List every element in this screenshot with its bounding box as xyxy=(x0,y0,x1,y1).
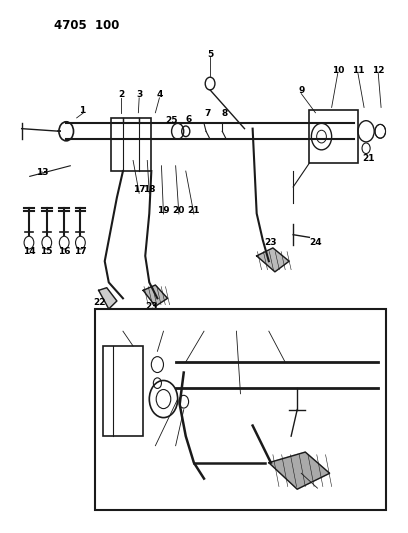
Text: 25: 25 xyxy=(165,116,178,125)
Polygon shape xyxy=(269,452,330,489)
Text: 4: 4 xyxy=(156,90,163,99)
Text: 1: 1 xyxy=(79,106,86,115)
Text: 7: 7 xyxy=(233,320,240,330)
Text: 15: 15 xyxy=(40,247,53,256)
Polygon shape xyxy=(257,248,289,272)
Text: 6: 6 xyxy=(201,320,207,330)
Text: 8: 8 xyxy=(222,109,228,118)
Text: 5: 5 xyxy=(207,50,213,59)
Text: 21: 21 xyxy=(188,206,200,215)
Polygon shape xyxy=(99,288,117,309)
Text: 2: 2 xyxy=(118,90,124,99)
Bar xyxy=(95,309,386,511)
Text: 12: 12 xyxy=(372,66,384,75)
Text: 21: 21 xyxy=(169,447,182,457)
Bar xyxy=(111,118,151,171)
Text: 23: 23 xyxy=(311,489,324,499)
Text: 19: 19 xyxy=(157,206,170,215)
Text: 23: 23 xyxy=(265,238,277,247)
Text: 17: 17 xyxy=(74,247,87,256)
Text: 20: 20 xyxy=(173,206,185,215)
Polygon shape xyxy=(143,285,168,306)
Text: 3: 3 xyxy=(120,341,126,351)
Text: 23: 23 xyxy=(145,302,157,311)
Text: 3: 3 xyxy=(136,90,142,99)
Text: 17: 17 xyxy=(133,185,146,194)
Text: AUTO: AUTO xyxy=(118,474,145,483)
Text: 8: 8 xyxy=(265,320,272,330)
Text: 9: 9 xyxy=(298,86,304,95)
Text: 25: 25 xyxy=(149,447,162,457)
Text: 4705  100: 4705 100 xyxy=(54,19,120,32)
Text: 7: 7 xyxy=(205,109,211,118)
Text: 6: 6 xyxy=(186,115,192,124)
Text: 22: 22 xyxy=(93,298,106,307)
Text: 16: 16 xyxy=(58,247,71,256)
Text: 14: 14 xyxy=(22,247,35,256)
Text: 13: 13 xyxy=(35,167,48,176)
Text: 2: 2 xyxy=(120,320,126,330)
Text: 21: 21 xyxy=(362,154,375,163)
Text: 10: 10 xyxy=(332,66,344,75)
Bar xyxy=(103,346,143,436)
Text: 4: 4 xyxy=(160,320,167,330)
Text: 24: 24 xyxy=(309,238,322,247)
Text: 11: 11 xyxy=(352,66,364,75)
Bar xyxy=(309,110,358,163)
Text: 18: 18 xyxy=(143,185,155,194)
